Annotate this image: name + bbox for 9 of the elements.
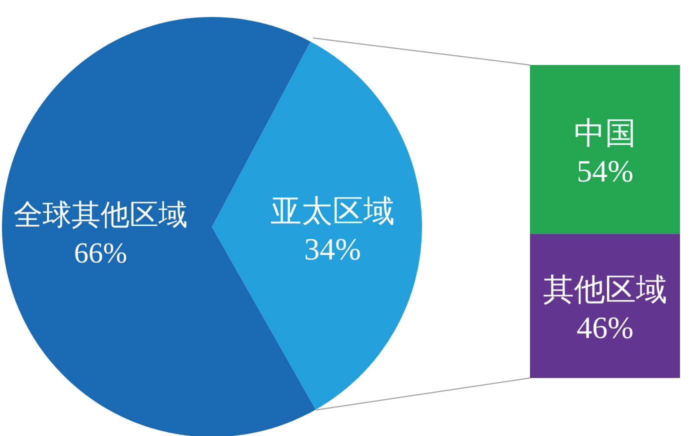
data-label: 66% — [74, 238, 128, 270]
pie-slice — [212, 42, 422, 410]
slice-label: 亚太区域 — [270, 193, 394, 228]
series-label: 其他区域 — [543, 272, 667, 308]
data-label: 46% — [576, 310, 634, 346]
slice-label: 全球其他区域 — [14, 200, 188, 232]
data-label: 34% — [304, 231, 361, 266]
series-label: 中国 — [574, 116, 636, 151]
data-label: 54% — [576, 154, 634, 189]
